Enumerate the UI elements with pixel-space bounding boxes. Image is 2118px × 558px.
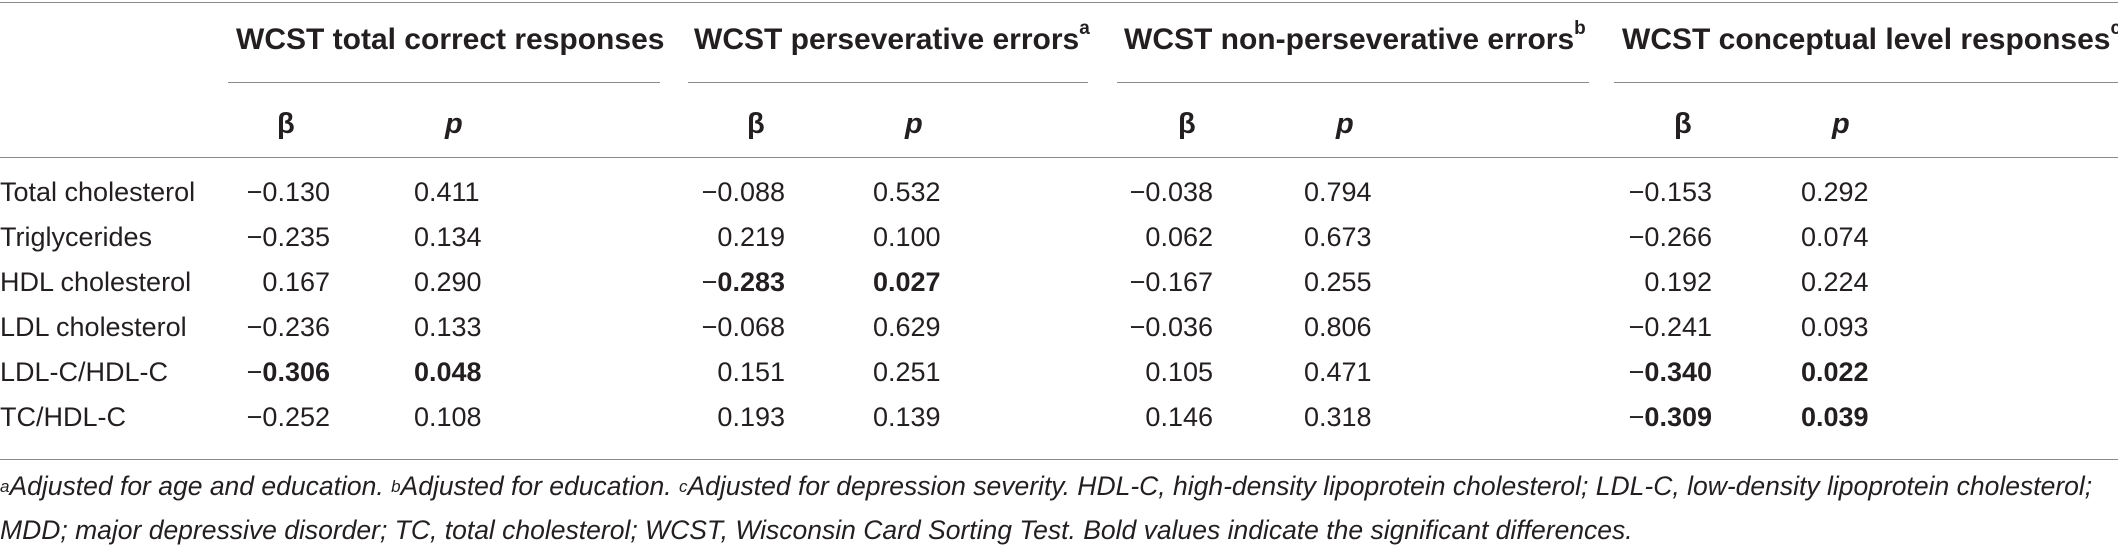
p-value: 0.027 bbox=[873, 267, 941, 297]
row-label: LDL-C/HDL-C bbox=[0, 357, 169, 387]
group-rule-3 bbox=[1117, 82, 1589, 83]
beta-value: 0.151 bbox=[717, 357, 785, 387]
beta-value: −0.236 bbox=[246, 312, 330, 342]
beta-value: 0.219 bbox=[717, 222, 785, 252]
p-value: 0.022 bbox=[1801, 357, 1869, 387]
beta-value: −0.309 bbox=[1628, 402, 1712, 432]
footnote-mark-a: a bbox=[0, 477, 10, 496]
row-label: Triglycerides bbox=[0, 222, 153, 252]
row-label: LDL cholesterol bbox=[0, 312, 187, 342]
p-value: 0.133 bbox=[414, 312, 482, 342]
subheader-beta: β bbox=[1178, 108, 1196, 140]
group-header-total-correct: WCST total correct responses bbox=[236, 23, 665, 56]
p-value: 0.108 bbox=[414, 402, 482, 432]
p-value: 0.471 bbox=[1304, 357, 1372, 387]
table-footnote: aAdjusted for age and education. bAdjust… bbox=[0, 471, 2093, 545]
beta-value: −0.340 bbox=[1628, 357, 1712, 387]
footnote-mark-b: b bbox=[391, 477, 401, 496]
p-value: 0.673 bbox=[1304, 222, 1372, 252]
subheader-p: p bbox=[1336, 108, 1354, 140]
p-value: 0.224 bbox=[1801, 267, 1869, 297]
p-value: 0.532 bbox=[873, 177, 941, 207]
p-value: 0.039 bbox=[1801, 402, 1869, 432]
beta-value: −0.252 bbox=[246, 402, 330, 432]
p-value: 0.255 bbox=[1304, 267, 1372, 297]
subheader-p: p bbox=[905, 108, 923, 140]
group-rule-4 bbox=[1614, 82, 2118, 83]
p-value: 0.074 bbox=[1801, 222, 1869, 252]
beta-value: −0.036 bbox=[1129, 312, 1213, 342]
beta-value: −0.153 bbox=[1628, 177, 1712, 207]
table-bottom-rule bbox=[0, 459, 2118, 460]
subheader-beta: β bbox=[747, 108, 765, 140]
beta-value: −0.167 bbox=[1129, 267, 1213, 297]
p-value: 0.134 bbox=[414, 222, 482, 252]
beta-value: 0.192 bbox=[1644, 267, 1712, 297]
beta-value: 0.167 bbox=[262, 267, 330, 297]
footnote-mark-c: c bbox=[678, 477, 688, 496]
beta-value: 0.146 bbox=[1145, 402, 1213, 432]
subheader-p: p bbox=[1832, 108, 1850, 140]
subheader-beta: β bbox=[1674, 108, 1692, 140]
p-value: 0.806 bbox=[1304, 312, 1372, 342]
beta-value: −0.068 bbox=[701, 312, 785, 342]
p-value: 0.093 bbox=[1801, 312, 1869, 342]
p-value: 0.629 bbox=[873, 312, 941, 342]
row-label: HDL cholesterol bbox=[0, 267, 192, 297]
beta-value: −0.038 bbox=[1129, 177, 1213, 207]
p-value: 0.100 bbox=[873, 222, 941, 252]
subheader-beta: β bbox=[277, 108, 295, 140]
beta-value: −0.283 bbox=[701, 267, 785, 297]
p-value: 0.290 bbox=[414, 267, 482, 297]
table-header-rule bbox=[0, 157, 2118, 158]
beta-value: −0.241 bbox=[1628, 312, 1712, 342]
table-top-rule bbox=[0, 2, 2118, 3]
beta-value: −0.306 bbox=[246, 357, 330, 387]
group-header-conceptual: WCST conceptual level responsesc bbox=[1622, 18, 2118, 56]
beta-value: 0.062 bbox=[1145, 222, 1213, 252]
beta-value: −0.266 bbox=[1628, 222, 1712, 252]
beta-value: 0.193 bbox=[717, 402, 785, 432]
beta-value: −0.235 bbox=[246, 222, 330, 252]
subheader-p: p bbox=[445, 108, 463, 140]
p-value: 0.794 bbox=[1304, 177, 1372, 207]
beta-value: −0.088 bbox=[701, 177, 785, 207]
group-rule-1 bbox=[228, 82, 660, 83]
p-value: 0.048 bbox=[414, 357, 482, 387]
p-value: 0.292 bbox=[1801, 177, 1869, 207]
row-label: TC/HDL-C bbox=[0, 402, 126, 432]
p-value: 0.318 bbox=[1304, 402, 1372, 432]
p-value: 0.139 bbox=[873, 402, 941, 432]
beta-value: −0.130 bbox=[246, 177, 330, 207]
group-rule-2 bbox=[688, 82, 1088, 83]
p-value: 0.411 bbox=[414, 177, 480, 207]
group-header-non-perseverative: WCST non-perseverative errorsb bbox=[1124, 18, 1586, 56]
row-label: Total cholesterol bbox=[0, 177, 196, 207]
group-header-perseverative: WCST perseverative errorsa bbox=[694, 18, 1090, 56]
beta-value: 0.105 bbox=[1145, 357, 1213, 387]
p-value: 0.251 bbox=[873, 357, 941, 387]
